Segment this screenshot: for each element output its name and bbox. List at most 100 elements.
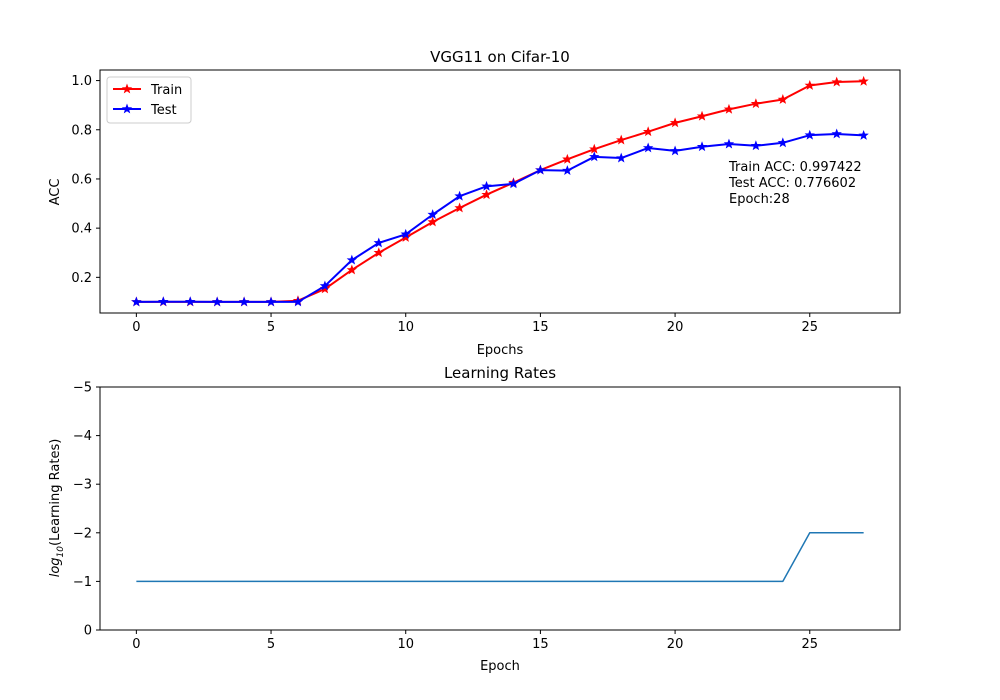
x-tick-label: 20 [667,637,684,652]
data-point-test [562,165,573,176]
data-point-test [292,296,304,307]
data-point-test [481,180,492,191]
data-point-train [481,189,492,200]
x-tick-label: 10 [397,637,414,652]
x-tick-label: 5 [267,320,275,335]
learning-rate-y-axis-label: log10(Learning Rates) [48,439,66,578]
data-point-train [642,126,654,137]
learning-rate-x-axis-label: Epoch [480,659,520,674]
learning-rate-chart: Learning Rates 0 5 10 15 20 25 0 −1 −2 −3 −4 −5 Ep… [48,364,901,674]
legend-marker-star [121,83,133,94]
data-point-train [373,247,384,258]
y-tick-label: −1 [73,575,92,590]
data-point-train [831,76,842,87]
data-point-test [589,151,600,162]
ylabel-suffix: (Learning Rates) [48,439,63,546]
data-point-test [373,237,384,248]
learning-rate-x-ticks: 0 5 10 15 20 25 [132,630,818,652]
legend-test-label: Test [150,103,177,118]
accuracy-chart-title: VGG11 on Cifar-10 [430,48,570,66]
data-point-test [238,296,250,307]
annotation-train-acc: Train ACC: 0.997422 [728,160,862,175]
data-point-test [669,145,681,156]
x-tick-label: 20 [667,320,684,335]
data-point-test [400,228,411,239]
accuracy-legend: Train Test [106,76,192,124]
data-point-train [346,264,358,275]
data-point-test [804,129,815,140]
data-point-test [319,280,331,291]
data-point-test [696,141,708,152]
data-point-test [508,178,519,189]
ylabel-subscript: 10 [56,546,66,558]
y-tick-label: 0.6 [71,172,92,187]
y-tick-label: 0.2 [71,271,92,286]
data-point-test [642,142,654,153]
data-point-train [723,103,735,114]
legend-train-marker [121,83,133,94]
x-tick-label: 0 [132,320,140,335]
data-point-train [777,94,789,104]
data-point-test [265,296,277,307]
data-point-test [535,164,546,175]
y-tick-label: 1.0 [71,74,92,89]
accuracy-y-axis-label: ACC [48,179,63,206]
accuracy-chart: VGG11 on Cifar-10 0 5 10 15 20 25 0.20.40.60.… [48,48,901,358]
data-point-test [616,152,627,163]
y-tick-label: −4 [73,429,92,444]
accuracy-y-ticks: 0.2 0.4 0.6 0.8 1.0 [71,74,100,286]
data-point-test [427,209,438,220]
accuracy-annotation: Train ACC: 0.997422 Test ACC: 0.776602 E… [728,160,862,207]
series-line-learning-rate [136,532,864,583]
series-line-test [136,132,864,303]
x-tick-label: 5 [267,637,275,652]
data-point-test [777,137,789,148]
data-point-test [831,128,842,139]
learning-rate-plot-frame [99,386,901,631]
data-point-test [723,138,735,149]
y-tick-label: 0 [84,624,92,639]
data-point-train [858,75,869,86]
x-tick-label: 15 [532,320,549,335]
data-point-train [427,216,438,227]
accuracy-x-ticks: 0 5 10 15 20 25 [132,313,818,335]
y-tick-label: −3 [73,478,92,493]
data-point-train [616,134,627,145]
data-point-train [804,80,815,90]
data-point-test [185,296,196,307]
data-point-test [158,296,169,307]
data-point-train [454,202,465,213]
y-tick-label: −5 [73,381,92,396]
learning-rate-chart-title: Learning Rates [444,364,556,382]
legend-test-marker [121,103,133,114]
accuracy-x-axis-label: Epochs [477,343,524,358]
learning-rate-series [136,532,864,583]
annotation-test-acc: Test ACC: 0.776602 [728,176,856,191]
ylabel-log: log [48,557,63,577]
data-point-train [589,143,600,154]
y-tick-label: 0.4 [71,222,92,237]
legend-train-label: Train [150,83,182,98]
data-point-test [750,140,762,151]
y-tick-label: −2 [73,526,92,541]
data-point-train [562,153,573,164]
y-tick-label: 0.8 [71,123,92,138]
accuracy-series [131,75,869,307]
data-point-test [454,190,465,201]
legend-marker-star [121,103,133,114]
data-point-train [669,117,681,128]
data-point-test [131,296,142,307]
x-tick-label: 10 [397,320,414,335]
data-point-train [696,110,708,121]
data-point-test [211,296,223,307]
x-tick-label: 15 [532,637,549,652]
x-tick-label: 25 [801,320,818,335]
x-tick-label: 25 [801,637,818,652]
annotation-epoch: Epoch:28 [729,192,790,207]
learning-rate-y-ticks: 0 −1 −2 −3 −4 −5 [73,381,100,639]
data-point-train [750,98,762,109]
data-point-test [858,129,869,140]
x-tick-label: 0 [132,637,140,652]
accuracy-plot-frame [99,69,901,314]
